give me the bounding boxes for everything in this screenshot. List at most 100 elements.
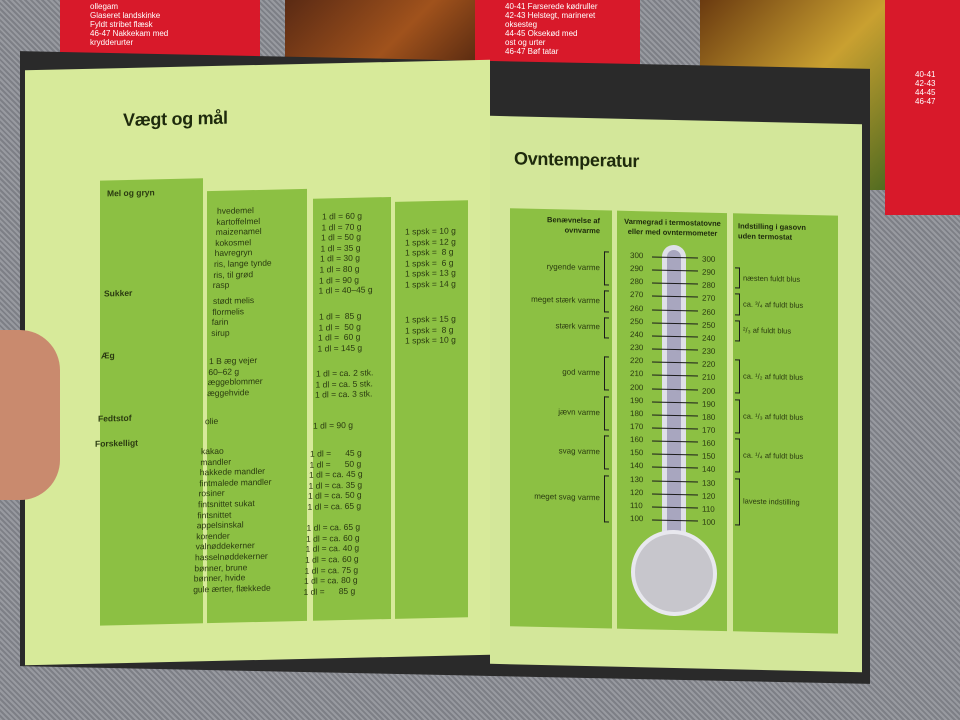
temperature-label-left: 210 — [630, 369, 644, 379]
gas-bracket — [735, 398, 740, 434]
temperature-label-right: 100 — [702, 517, 716, 527]
category-label: Fedtstof — [98, 412, 132, 424]
booklet-list-item: 46-47 Nakkekam med — [90, 29, 169, 38]
heat-name-label: svag varme — [558, 446, 600, 457]
temperature-label-left: 240 — [630, 329, 644, 340]
booklet-list-item: Glaseret landskinke — [90, 11, 161, 20]
temperature-label-right: 290 — [702, 267, 716, 278]
temperature-label-left: 120 — [630, 487, 644, 497]
item-name: olie — [205, 415, 219, 427]
temperature-label-right: 270 — [702, 294, 716, 304]
temperature-label-left: 190 — [630, 395, 644, 405]
heat-bracket — [604, 474, 609, 523]
item-name: æggehvide — [207, 386, 250, 398]
temperature-label-right: 160 — [702, 438, 716, 448]
spsk-value: 1 spsk = 10 g — [405, 334, 456, 346]
item-name: ris, lange tynde — [214, 257, 272, 269]
item-name: kartoffelmel — [216, 215, 261, 227]
item-name: valnøddekerner — [195, 540, 255, 552]
temperature-label-right: 110 — [702, 504, 715, 514]
temperature-label-right: 190 — [702, 399, 716, 409]
hand — [0, 330, 60, 500]
booklet-list-item: 46-47 Bøf tatar — [505, 47, 559, 56]
item-name: sirup — [211, 327, 230, 338]
temperature-label-left: 270 — [630, 290, 644, 300]
booklet-list-item: ollegam — [90, 2, 119, 11]
item-name: rasp — [212, 279, 230, 291]
booklet-list-item: 42-43 — [915, 79, 936, 88]
dl-value: 1 dl = ca. 35 g — [308, 479, 363, 491]
dl-value: 1 dl = ca. 65 g — [306, 521, 361, 534]
gas-bracket — [735, 293, 740, 316]
header-gas: Indstilling i gasovn uden termostat — [738, 221, 806, 242]
heat-name-label: meget svag varme — [534, 492, 600, 503]
temperature-label-left: 110 — [630, 500, 643, 511]
temperature-label-left: 220 — [630, 356, 644, 366]
temperature-label-left: 100 — [630, 513, 644, 524]
item-name: gule ærter, flækkede — [193, 582, 271, 595]
thermometer-bulb — [631, 528, 717, 617]
category-column — [100, 178, 203, 626]
item-name: stødt melis — [213, 295, 255, 307]
heat-bracket — [604, 251, 609, 286]
item-name: 60–62 g — [208, 366, 240, 377]
gas-bracket — [735, 267, 740, 289]
dl-value: 1 dl = 85 g — [319, 310, 362, 322]
booklet-mid-list: 40-41 Farserede kødruller 42-43 Helstegt,… — [505, 2, 597, 56]
dl-value: 1 dl = 70 g — [321, 221, 362, 233]
temperature-label-right: 300 — [702, 254, 716, 264]
dl-value: 1 dl = 50 g — [321, 231, 361, 243]
temperature-label-left: 290 — [630, 264, 644, 274]
item-name: kokosmel — [215, 236, 252, 248]
temperature-label-right: 170 — [702, 425, 716, 435]
booklet-left-list: ollegam Glaseret landskinke Fyldt stribet … — [90, 2, 168, 47]
item-name: hvedemel — [217, 205, 254, 216]
dl-value: 1 dl = ca. 60 g — [305, 553, 359, 565]
spsk-value: 1 spsk = 8 g — [405, 246, 454, 258]
heat-bracket — [604, 396, 609, 431]
item-name: bønner, hvide — [193, 572, 246, 584]
item-name: ris, til grød — [213, 268, 254, 280]
gas-bracket — [735, 477, 740, 526]
item-name: appelsinskal — [196, 519, 244, 531]
gas-setting-label: ca. ¹/₃ af fuldt blus — [743, 411, 804, 422]
dl-value: 1 dl = 50 g — [309, 458, 362, 470]
booklet-list-item: oksesteg — [505, 20, 538, 29]
item-name: farin — [211, 316, 229, 328]
temperature-label-left: 150 — [630, 448, 644, 458]
temperature-label-right: 280 — [702, 280, 716, 291]
heat-bracket — [604, 290, 609, 313]
temperature-label-right: 120 — [702, 491, 716, 501]
gas-bracket — [735, 359, 740, 394]
item-name: kakao — [201, 445, 224, 457]
dl-value: 1 dl = ca. 60 g — [306, 532, 360, 544]
temperature-label-left: 130 — [630, 474, 644, 484]
temperature-label-left: 230 — [630, 343, 644, 353]
item-name: bønner, brune — [194, 561, 248, 574]
dl-value: 1 dl = 85 g — [303, 585, 356, 597]
item-name: rosiner — [198, 488, 225, 499]
item-name: æggeblommer — [207, 376, 263, 388]
dl-value: 1 dl = 30 g — [320, 253, 360, 264]
heat-name-label: meget stærk varme — [531, 294, 600, 306]
dl-value: 1 dl = ca. 65 g — [307, 500, 362, 512]
dl-value: 1 dl = 60 g — [322, 210, 362, 222]
category-label: Mel og gryn — [107, 187, 155, 199]
dl-value: 1 dl = 40–45 g — [318, 284, 373, 296]
booklet-right-list: 40-41 42-43 44-45 46-47 — [915, 70, 935, 106]
temperature-label-right: 130 — [702, 478, 716, 488]
header-heat-name: Benævnelse af ovnvarme — [547, 215, 600, 236]
dl-value: 1 dl = ca. 2 stk. — [316, 367, 374, 379]
item-name: fintsnittet — [197, 509, 232, 520]
item-name: fintsnittet sukat — [198, 498, 255, 510]
heat-bracket — [604, 435, 609, 470]
booklet-list-item: 44-45 Oksekød med — [505, 29, 578, 38]
temperature-label-right: 210 — [702, 372, 716, 383]
dl-value: 1 dl = ca. 40 g — [305, 543, 360, 555]
dl-value: 1 dl = 45 g — [310, 447, 362, 459]
dl-value: 1 dl = 35 g — [320, 242, 361, 254]
item-name: 1 B æg vejer — [209, 355, 258, 367]
temperature-label-left: 200 — [630, 382, 644, 392]
temperature-label-right: 200 — [702, 386, 716, 396]
left-page-title: Vægt og mål — [123, 107, 228, 131]
